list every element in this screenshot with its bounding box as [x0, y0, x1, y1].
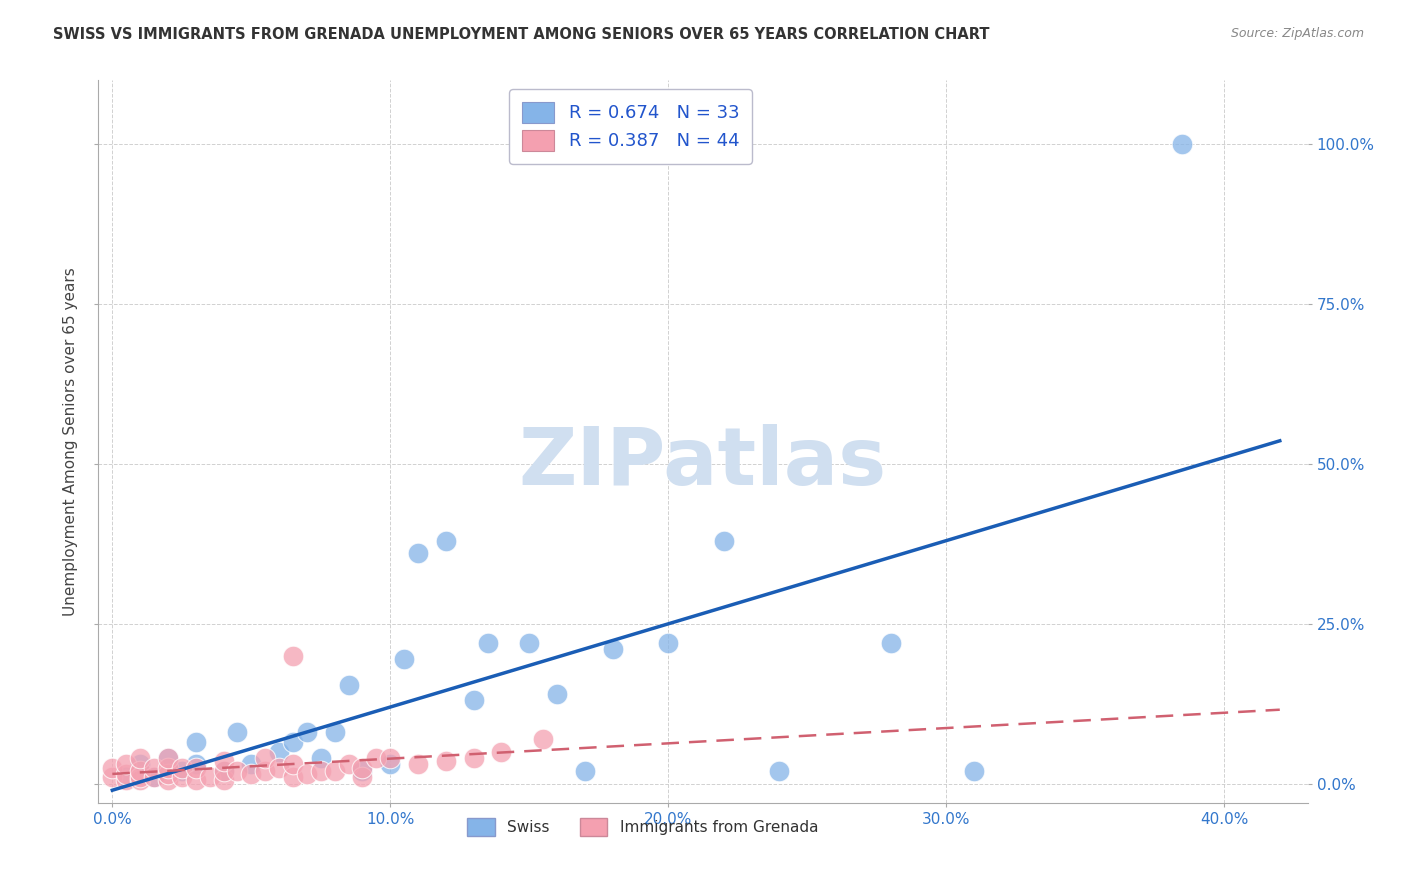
Point [269, 761, 291, 775]
Point [657, 636, 679, 650]
Point [170, 764, 193, 778]
Point [143, 761, 166, 775]
Point [170, 770, 193, 784]
Point [115, 773, 138, 788]
Point [156, 767, 179, 781]
Point [434, 754, 457, 768]
Point [184, 773, 207, 788]
Point [352, 764, 374, 778]
Point [491, 745, 513, 759]
Point [531, 731, 554, 746]
Point [768, 764, 790, 778]
Point [129, 770, 152, 784]
Point [101, 761, 124, 775]
Point [212, 764, 235, 778]
Point [352, 770, 374, 784]
Point [115, 757, 138, 772]
Point [963, 764, 986, 778]
Point [323, 725, 346, 739]
Point [295, 767, 318, 781]
Point [156, 751, 179, 765]
Point [281, 648, 304, 663]
Point [156, 773, 179, 788]
Point [879, 636, 901, 650]
Point [434, 533, 457, 548]
Point [129, 764, 152, 778]
Text: ZIPatlas: ZIPatlas [519, 425, 887, 502]
Point [352, 761, 374, 775]
Point [156, 761, 179, 775]
Point [129, 751, 152, 765]
Point [240, 757, 263, 772]
Point [254, 751, 277, 765]
Point [517, 636, 540, 650]
Point [546, 687, 568, 701]
Point [380, 757, 402, 772]
Point [337, 757, 360, 772]
Point [226, 764, 249, 778]
Point [463, 751, 485, 765]
Point [198, 770, 221, 784]
Point [713, 533, 735, 548]
Point [184, 761, 207, 775]
Point [574, 764, 596, 778]
Point [115, 770, 138, 784]
Legend: Swiss, Immigrants from Grenada: Swiss, Immigrants from Grenada [461, 813, 824, 842]
Point [156, 751, 179, 765]
Point [129, 773, 152, 788]
Point [269, 745, 291, 759]
Point [366, 751, 388, 765]
Point [392, 652, 415, 666]
Point [115, 767, 138, 781]
Point [295, 725, 318, 739]
Point [406, 757, 429, 772]
Point [143, 770, 166, 784]
Point [281, 735, 304, 749]
Point [323, 764, 346, 778]
Point [143, 770, 166, 784]
Text: Source: ZipAtlas.com: Source: ZipAtlas.com [1230, 27, 1364, 40]
Point [129, 757, 152, 772]
Point [212, 764, 235, 778]
Point [309, 764, 332, 778]
Point [212, 773, 235, 788]
Point [1171, 137, 1194, 152]
Point [101, 770, 124, 784]
Point [240, 767, 263, 781]
Point [406, 546, 429, 560]
Point [184, 757, 207, 772]
Point [281, 757, 304, 772]
Point [602, 642, 624, 657]
Point [477, 636, 499, 650]
Point [463, 693, 485, 707]
Point [309, 751, 332, 765]
Point [380, 751, 402, 765]
Point [184, 735, 207, 749]
Point [337, 677, 360, 691]
Point [212, 754, 235, 768]
Point [254, 764, 277, 778]
Text: SWISS VS IMMIGRANTS FROM GRENADA UNEMPLOYMENT AMONG SENIORS OVER 65 YEARS CORREL: SWISS VS IMMIGRANTS FROM GRENADA UNEMPLO… [53, 27, 990, 42]
Point [226, 725, 249, 739]
Point [170, 761, 193, 775]
Y-axis label: Unemployment Among Seniors over 65 years: Unemployment Among Seniors over 65 years [63, 268, 79, 615]
Point [281, 770, 304, 784]
